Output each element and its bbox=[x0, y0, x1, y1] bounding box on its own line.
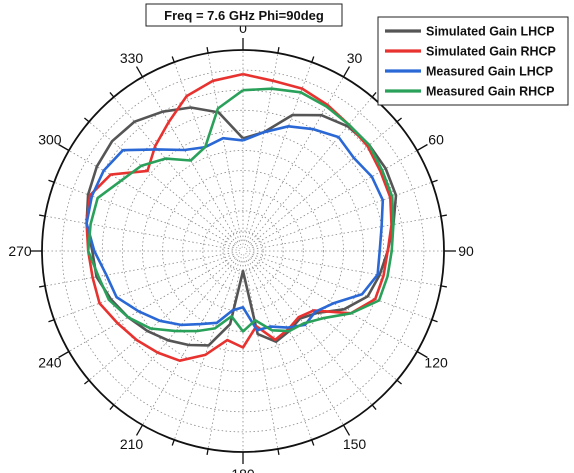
angle-tick bbox=[58, 143, 70, 152]
angle-tick bbox=[58, 350, 70, 359]
grid-spoke bbox=[68, 255, 235, 352]
grid-ring-inner bbox=[235, 243, 251, 259]
angle-tick-label: 30 bbox=[347, 50, 363, 66]
angle-tick bbox=[431, 319, 438, 323]
angle-tick bbox=[39, 214, 46, 217]
angle-tick-label: 240 bbox=[38, 355, 62, 371]
angle-tick bbox=[39, 285, 46, 288]
grid-spoke bbox=[207, 260, 242, 450]
angle-tick bbox=[135, 424, 144, 436]
angle-tick bbox=[84, 379, 90, 385]
grid-ring bbox=[81, 89, 405, 413]
angle-tick bbox=[416, 350, 428, 359]
angle-tick bbox=[416, 143, 428, 152]
grid-spoke bbox=[252, 181, 433, 248]
series-line-1 bbox=[85, 72, 393, 363]
angle-tick bbox=[206, 448, 209, 455]
legend: Simulated Gain LHCP Simulated Gain RHCP Me… bbox=[377, 16, 569, 106]
angle-tick bbox=[396, 117, 402, 123]
legend-entry: Simulated Gain RHCP bbox=[426, 45, 556, 59]
grid-spoke bbox=[244, 260, 279, 450]
grid-ring bbox=[61, 69, 425, 433]
grid-spoke bbox=[249, 96, 373, 244]
angle-tick bbox=[342, 424, 351, 436]
legend-entry: Simulated Gain LHCP bbox=[426, 25, 555, 39]
grid-spoke bbox=[247, 259, 344, 426]
angle-tick-label: 150 bbox=[343, 436, 367, 452]
grid-spoke bbox=[246, 260, 313, 441]
angle-tick-label: 180 bbox=[231, 466, 255, 473]
grid-spoke bbox=[88, 121, 236, 245]
angle-tick bbox=[371, 92, 377, 98]
angle-tick bbox=[440, 214, 447, 217]
series-group bbox=[85, 72, 398, 363]
grid-spoke bbox=[44, 215, 234, 250]
polar-grid bbox=[41, 49, 445, 453]
grid-spoke bbox=[173, 61, 240, 242]
angle-tick bbox=[277, 47, 280, 54]
angle-tick-label: 270 bbox=[8, 243, 32, 259]
angle-tick-label: 60 bbox=[428, 132, 444, 148]
angle-tick bbox=[48, 179, 55, 183]
angle-tick bbox=[311, 56, 315, 63]
chart-title-box: Freq = 7.6 GHz Phi=90deg bbox=[145, 3, 343, 27]
angle-tick bbox=[171, 439, 175, 446]
angle-tick bbox=[48, 319, 55, 323]
grid-ring bbox=[182, 190, 304, 312]
grid-ring bbox=[142, 150, 344, 352]
angle-tick bbox=[206, 47, 209, 54]
grid-ring bbox=[101, 109, 385, 393]
grid-spoke bbox=[88, 257, 236, 381]
angle-tick bbox=[277, 448, 280, 455]
angle-tick bbox=[431, 179, 438, 183]
chart-title: Freq = 7.6 GHz Phi=90deg bbox=[164, 8, 324, 23]
angle-tick bbox=[440, 285, 447, 288]
grid-spoke bbox=[53, 254, 234, 321]
angle-tick bbox=[109, 92, 115, 98]
grid-spoke bbox=[249, 258, 373, 406]
angle-tick bbox=[171, 56, 175, 63]
angle-tick bbox=[396, 379, 402, 385]
angle-tick bbox=[311, 439, 315, 446]
angle-tick-label: 300 bbox=[38, 132, 62, 148]
grid-ring bbox=[122, 129, 364, 372]
grid-ring-inner bbox=[238, 246, 248, 256]
grid-ring bbox=[222, 230, 264, 272]
grid-ring bbox=[162, 170, 324, 332]
grid-spoke bbox=[252, 252, 442, 287]
angle-tick bbox=[109, 404, 115, 410]
angle-tick-label: 90 bbox=[458, 243, 474, 259]
grid-spoke bbox=[68, 150, 235, 247]
grid-spoke bbox=[113, 96, 237, 244]
grid-spoke bbox=[44, 252, 234, 287]
angle-tick-label: 0 bbox=[239, 20, 247, 36]
angle-tick-label: 120 bbox=[424, 355, 448, 371]
angle-tick bbox=[135, 66, 144, 78]
grid-ring bbox=[202, 210, 284, 292]
legend-entry: Measured Gain LHCP bbox=[426, 65, 553, 79]
grid-spoke bbox=[247, 76, 344, 243]
grid-spoke bbox=[173, 260, 240, 441]
angle-ticks: 0 30 60 90 120 150 180 210 240 270 300 330 bbox=[8, 20, 474, 473]
angle-tick-label: 330 bbox=[120, 50, 144, 66]
angle-tick bbox=[84, 117, 90, 123]
grid-spoke bbox=[252, 215, 442, 250]
angle-tick bbox=[342, 66, 351, 78]
angle-tick-label: 210 bbox=[120, 436, 144, 452]
legend-entry: Measured Gain RHCP bbox=[426, 85, 555, 99]
grid-spoke bbox=[53, 181, 234, 248]
series-line-2 bbox=[85, 125, 385, 332]
angle-tick bbox=[371, 404, 377, 410]
series-line-3 bbox=[86, 87, 395, 333]
series-line-0 bbox=[85, 106, 398, 347]
